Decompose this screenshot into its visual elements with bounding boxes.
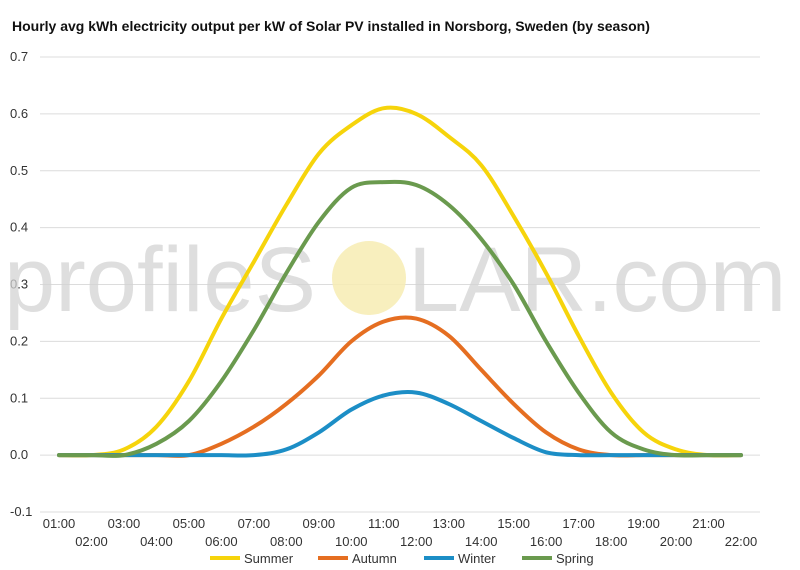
legend-label-spring: Spring bbox=[556, 551, 594, 566]
y-tick-label: 0.7 bbox=[10, 49, 28, 64]
y-tick-label: 0.6 bbox=[10, 106, 28, 121]
legend-label-winter: Winter bbox=[458, 551, 496, 566]
x-tick-label: 02:00 bbox=[75, 534, 108, 549]
x-tick-label: 19:00 bbox=[627, 516, 660, 531]
watermark-text-left: profileS bbox=[4, 229, 316, 331]
x-tick-label: 12:00 bbox=[400, 534, 433, 549]
y-tick-label: 0.2 bbox=[10, 333, 28, 348]
y-tick-label: 0.4 bbox=[10, 220, 28, 235]
legend-label-autumn: Autumn bbox=[352, 551, 397, 566]
x-tick-label: 07:00 bbox=[238, 516, 271, 531]
x-tick-label: 18:00 bbox=[595, 534, 628, 549]
watermark-text-right: LAR.com bbox=[408, 229, 786, 331]
series-line-autumn bbox=[57, 315, 743, 458]
y-tick-label: 0.0 bbox=[10, 447, 28, 462]
x-tick-label: 06:00 bbox=[205, 534, 238, 549]
y-tick-label: 0.1 bbox=[10, 390, 28, 405]
x-tick-label: 04:00 bbox=[140, 534, 173, 549]
watermark: profileS LAR.com bbox=[4, 229, 786, 331]
x-tick-label: 16:00 bbox=[530, 534, 563, 549]
x-tick-label: 17:00 bbox=[562, 516, 595, 531]
x-tick-label: 10:00 bbox=[335, 534, 368, 549]
y-tick-label: 0.5 bbox=[10, 163, 28, 178]
series-line-spring bbox=[57, 179, 743, 458]
x-tick-label: 15:00 bbox=[497, 516, 530, 531]
x-tick-label: 01:00 bbox=[43, 516, 76, 531]
x-tick-label: 20:00 bbox=[660, 534, 693, 549]
x-tick-label: 13:00 bbox=[432, 516, 465, 531]
x-tick-label: 03:00 bbox=[108, 516, 141, 531]
x-tick-label: 21:00 bbox=[692, 516, 725, 531]
series-line-winter bbox=[57, 390, 743, 458]
legend: Summer Autumn Winter Spring bbox=[210, 551, 594, 566]
x-tick-label: 14:00 bbox=[465, 534, 498, 549]
legend-label-summer: Summer bbox=[244, 551, 294, 566]
x-tick-label: 05:00 bbox=[173, 516, 206, 531]
series-line-summer bbox=[57, 105, 743, 458]
chart-title: Hourly avg kWh electricity output per kW… bbox=[12, 18, 650, 34]
x-tick-label: 11:00 bbox=[368, 516, 400, 531]
x-tick-label: 22:00 bbox=[725, 534, 758, 549]
x-tick-label: 09:00 bbox=[303, 516, 336, 531]
y-tick-label: 0.3 bbox=[10, 277, 28, 292]
watermark-sun-icon bbox=[332, 241, 406, 315]
x-tick-label: 08:00 bbox=[270, 534, 303, 549]
y-tick-label: -0.1 bbox=[10, 504, 32, 519]
